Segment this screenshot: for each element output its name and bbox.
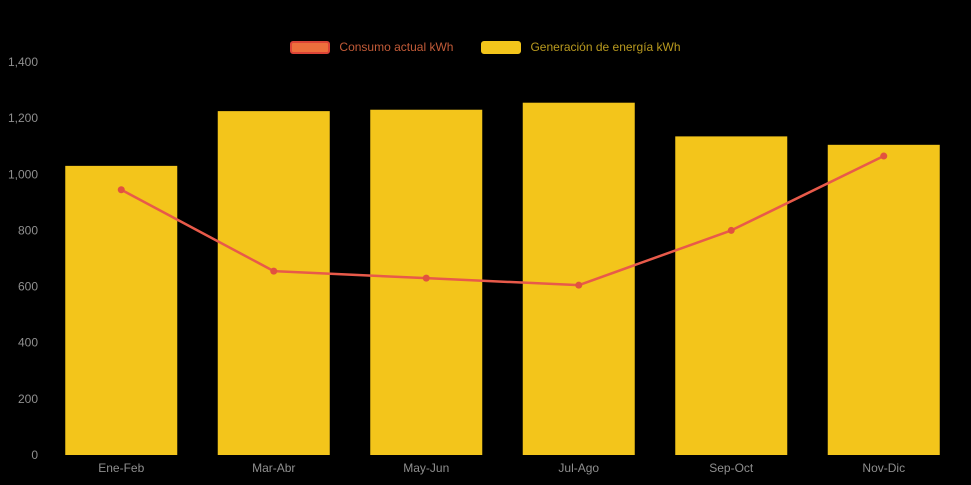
generacion-bar-Sep-Oct[interactable] xyxy=(675,136,788,455)
consumo-point-Sep-Oct[interactable] xyxy=(727,226,735,234)
generacion-bar-May-Jun[interactable] xyxy=(370,109,483,455)
consumo-swatch-icon xyxy=(290,40,331,54)
consumo-line xyxy=(120,154,885,287)
y-tick-label: 1,200 xyxy=(8,111,38,125)
consumo-point-Ene-Feb[interactable] xyxy=(117,186,125,194)
y-tick-label: 1,400 xyxy=(8,55,38,69)
y-tick-label: 400 xyxy=(18,336,38,350)
legend-item-consumo[interactable]: Consumo actual kWh xyxy=(290,40,453,54)
legend-label-consumo: Consumo actual kWh xyxy=(339,40,454,54)
y-tick-label: 800 xyxy=(18,223,38,237)
y-tick-label: 0 xyxy=(31,448,38,462)
consumo-point-Nov-Dic[interactable] xyxy=(880,152,888,160)
legend-item-generacion[interactable]: Generación de energía kWh xyxy=(481,40,681,54)
generacion-bar-Mar-Abr[interactable] xyxy=(217,111,330,455)
legend-label-generacion: Generación de energía kWh xyxy=(530,40,681,54)
consumo-point-Mar-Abr[interactable] xyxy=(270,267,278,275)
chart-legend: Consumo actual kWh Generación de energía… xyxy=(0,40,971,54)
consumo-point-Jul-Ago[interactable] xyxy=(575,281,583,289)
y-tick-label: 200 xyxy=(18,392,38,406)
x-tick-label-Ene-Feb: Ene-Feb xyxy=(98,461,144,475)
x-tick-label-Sep-Oct: Sep-Oct xyxy=(709,461,754,475)
generacion-bar-Ene-Feb[interactable] xyxy=(65,165,178,455)
x-tick-label-Nov-Dic: Nov-Dic xyxy=(862,461,905,475)
x-tick-label-Jul-Ago: Jul-Ago xyxy=(558,461,599,475)
y-tick-label: 600 xyxy=(18,280,38,294)
x-tick-label-Mar-Abr: Mar-Abr xyxy=(252,461,295,475)
generacion-bar-Nov-Dic[interactable] xyxy=(827,144,940,455)
y-tick-label: 1,000 xyxy=(8,167,38,181)
consumo-point-May-Jun[interactable] xyxy=(422,274,430,282)
generacion-swatch-icon xyxy=(481,40,522,54)
x-tick-label-May-Jun: May-Jun xyxy=(403,461,449,475)
generacion-bar-Jul-Ago[interactable] xyxy=(522,102,635,455)
